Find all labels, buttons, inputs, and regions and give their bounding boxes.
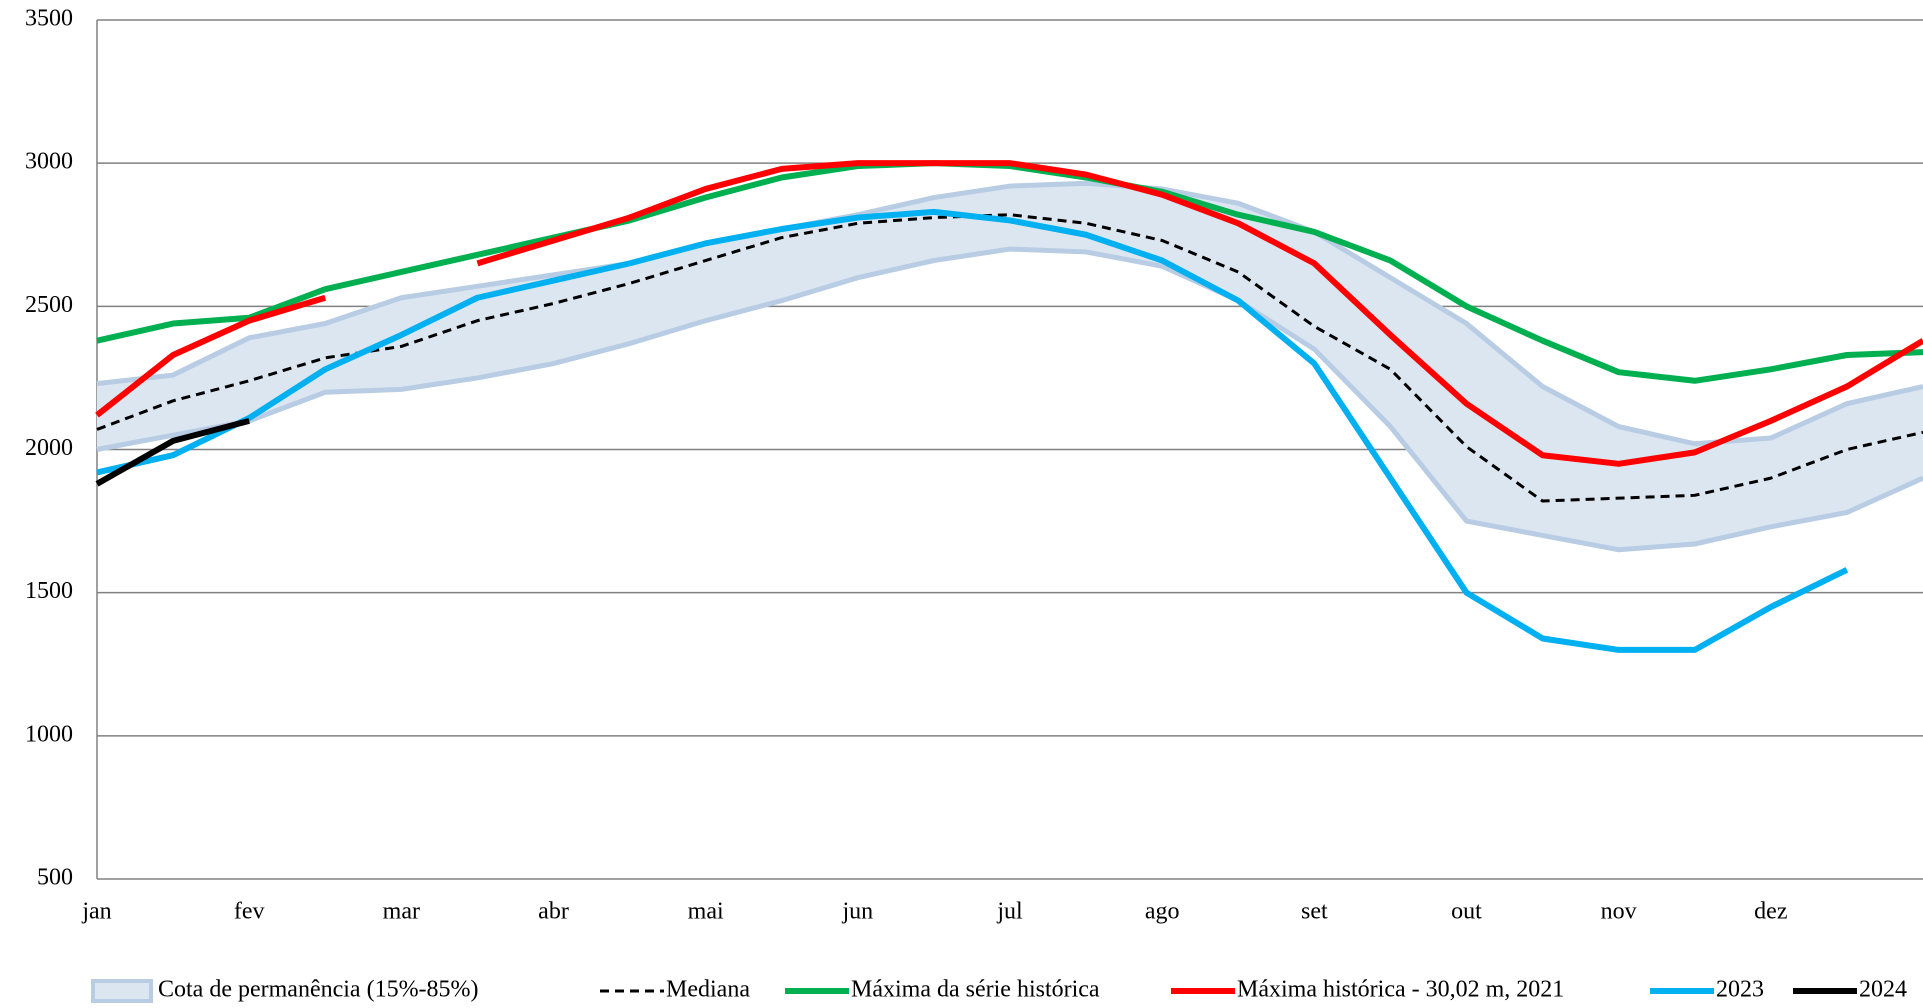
legend-label: Mediana xyxy=(666,977,750,1003)
legend-label: Máxima histórica - 30,02 m, 2021 xyxy=(1237,977,1564,1003)
y-tick-label: 500 xyxy=(37,865,73,891)
legend-label: 2023 xyxy=(1716,977,1764,1003)
x-tick-label: jan xyxy=(81,899,111,925)
band-upper xyxy=(96,180,1923,447)
x-tick-label: jul xyxy=(996,899,1023,925)
x-tick-label: mai xyxy=(688,899,724,925)
x-tick-label: fev xyxy=(234,899,265,925)
x-tick-label: nov xyxy=(1601,899,1637,925)
x-tick-label: jun xyxy=(841,899,873,925)
series-line xyxy=(95,160,1923,467)
series-line xyxy=(96,208,1849,653)
x-tick-label: ago xyxy=(1145,899,1180,925)
band-fill xyxy=(97,183,1923,550)
x-tick-label: abr xyxy=(538,899,569,925)
series-line xyxy=(95,417,250,487)
series-line xyxy=(96,213,1923,503)
legend-swatch xyxy=(91,979,153,1003)
y-tick-label: 2500 xyxy=(25,292,73,318)
x-tick-label: dez xyxy=(1754,899,1787,925)
x-tick-label: set xyxy=(1301,899,1328,925)
y-tick-label: 3000 xyxy=(25,149,73,175)
y-tick-label: 2000 xyxy=(25,435,73,461)
y-tick-label: 3500 xyxy=(25,6,73,32)
x-tick-label: mar xyxy=(383,899,420,925)
legend-label: Cota de permanência (15%-85%) xyxy=(158,977,479,1003)
legend-label: 2024 xyxy=(1859,977,1907,1003)
legend-label: Máxima da série histórica xyxy=(851,977,1100,1003)
x-tick-label: out xyxy=(1451,899,1482,925)
band-lower xyxy=(96,246,1923,553)
y-tick-label: 1500 xyxy=(25,578,73,604)
y-tick-label: 1000 xyxy=(25,721,73,747)
